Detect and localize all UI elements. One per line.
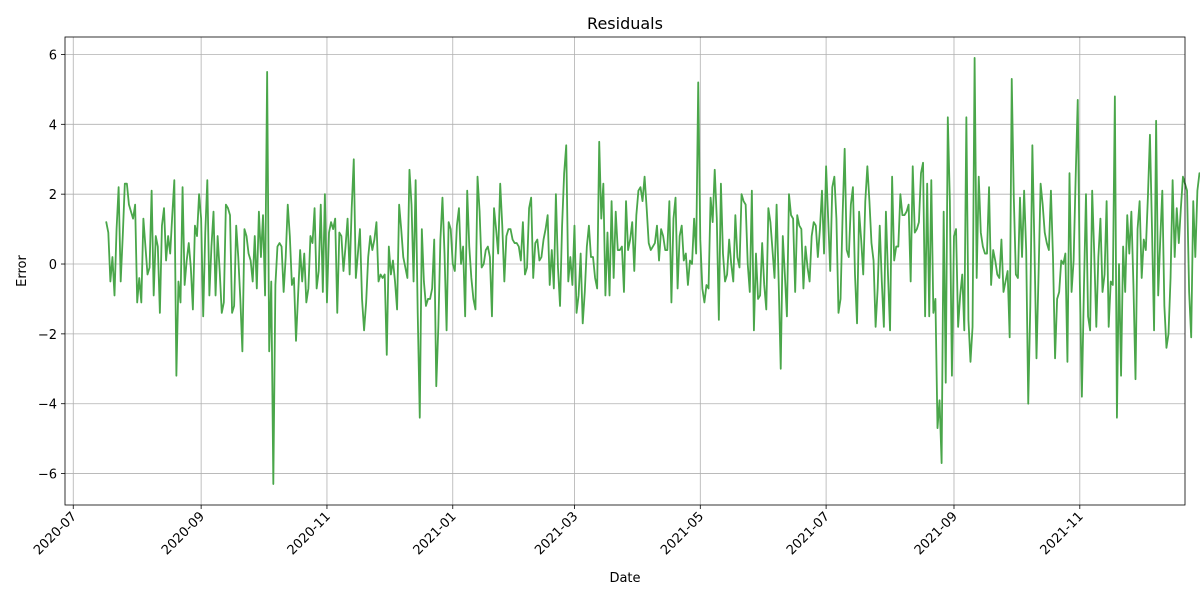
- y-tick-label: −2: [38, 328, 57, 343]
- x-tick-label: 2021-01: [411, 509, 460, 558]
- x-tick-label: 2021-07: [784, 509, 833, 558]
- y-axis-label: Error: [15, 255, 30, 287]
- plot-frame: [64, 36, 1186, 506]
- x-tick-label: 2021-03: [532, 509, 581, 558]
- chart-title: Residuals: [587, 14, 663, 33]
- x-tick-label: 2021-05: [658, 509, 707, 558]
- x-tick-label: 2021-11: [1038, 509, 1087, 558]
- x-tick-label: 2021-09: [912, 509, 961, 558]
- y-tick-label: 2: [49, 188, 57, 203]
- y-tick-label: −4: [38, 398, 57, 413]
- grid-lines: [65, 37, 1185, 505]
- y-tick-label: 4: [49, 118, 57, 133]
- x-tick-label: 2020-07: [31, 509, 80, 558]
- y-tick-label: 6: [49, 48, 57, 63]
- x-tick-label: 2020-11: [285, 509, 334, 558]
- series-line: [105, 57, 1200, 485]
- y-tick-label: 0: [49, 258, 57, 273]
- series-layer: [105, 57, 1200, 485]
- y-tick-label: −6: [38, 468, 57, 483]
- x-tick-label: 2020-09: [159, 509, 208, 558]
- x-axis-label: Date: [609, 571, 640, 586]
